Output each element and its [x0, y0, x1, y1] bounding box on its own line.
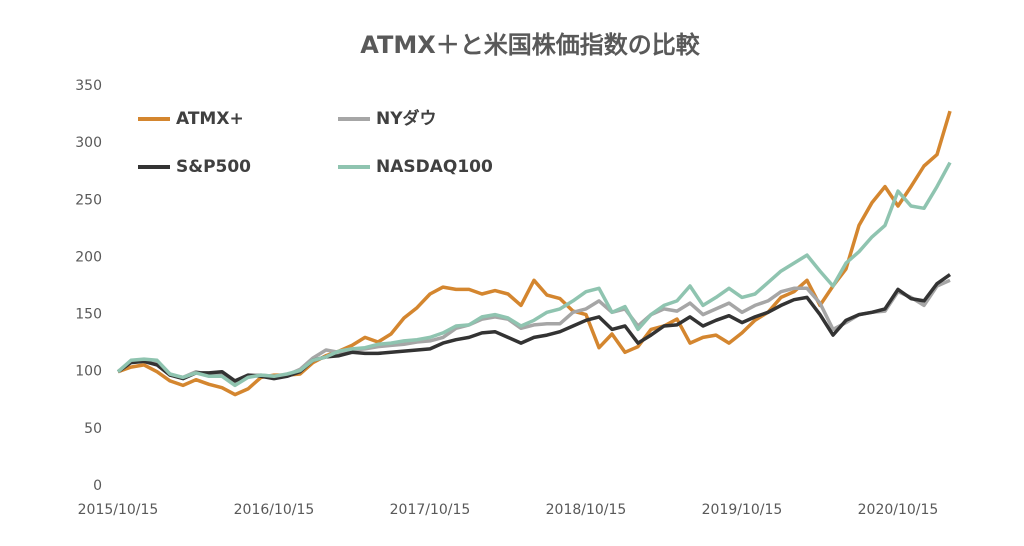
x-tick-label: 2020/10/15 [858, 502, 939, 518]
y-tick-label: 50 [84, 421, 102, 437]
x-tick-label: 2018/10/15 [546, 502, 627, 518]
legend-label: NASDAQ100 [376, 157, 493, 177]
series-line [117, 110, 952, 397]
x-tick-label: 2019/10/15 [702, 502, 783, 518]
y-tick-label: 350 [75, 78, 102, 94]
series-line [116, 161, 952, 388]
y-tick-label: 100 [75, 364, 102, 380]
y-tick-label: 150 [75, 307, 102, 323]
x-tick-label: 2017/10/15 [390, 502, 471, 518]
y-tick-label: 300 [75, 135, 102, 151]
x-tick-label: 2016/10/15 [234, 502, 315, 518]
legend-label: S&P500 [176, 157, 251, 177]
y-tick-label: 0 [93, 478, 102, 494]
y-tick-label: 200 [75, 249, 102, 265]
y-tick-label: 250 [75, 192, 102, 208]
chart-title: ATMX＋と米国株価指数の比較 [360, 31, 700, 59]
legend-label: ATMX+ [176, 109, 244, 129]
legend-label: NYダウ [376, 108, 437, 129]
x-tick-label: 2015/10/15 [78, 502, 159, 518]
series-line [116, 273, 952, 383]
